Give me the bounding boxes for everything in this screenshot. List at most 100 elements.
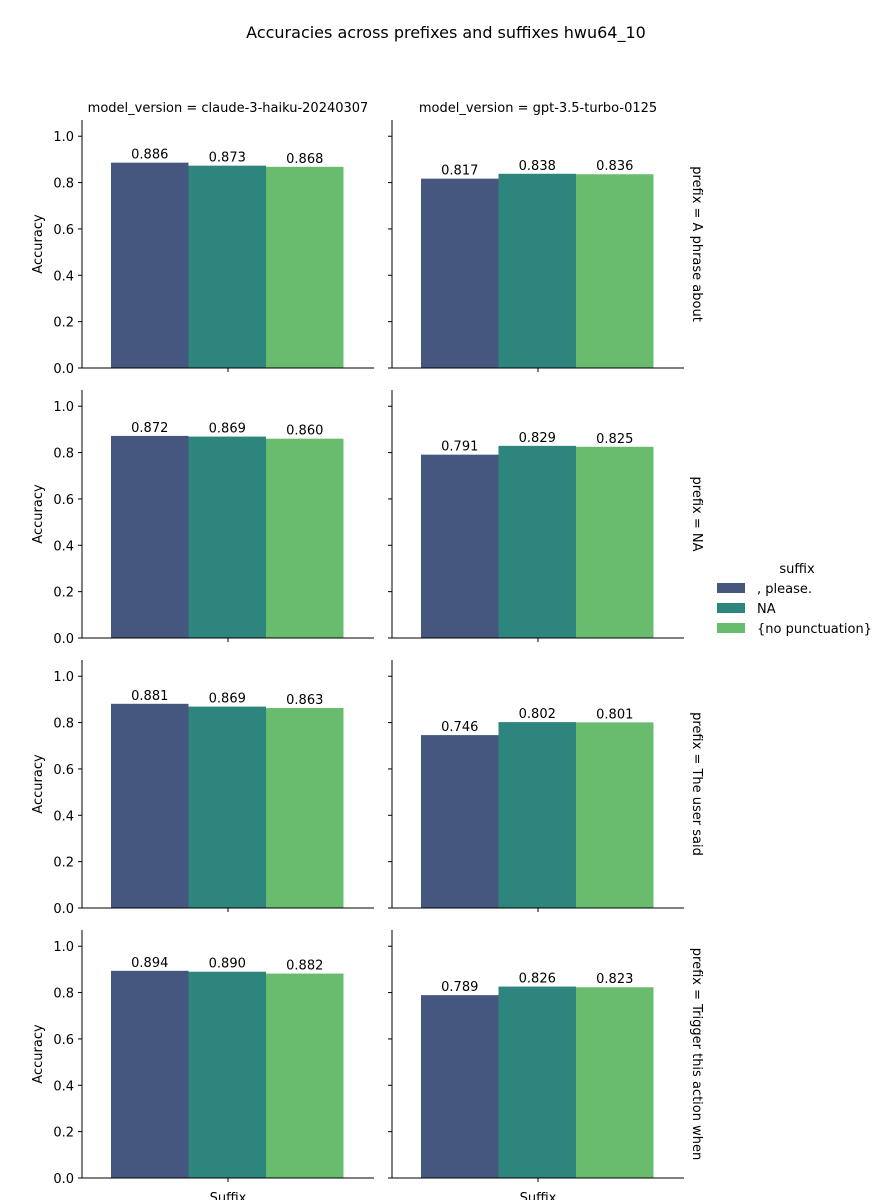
data-label: 0.746 [441,720,478,735]
legend-swatch [717,623,745,633]
bar [498,445,576,638]
bar [266,166,344,368]
data-label: 0.872 [131,421,168,436]
bar [188,165,266,368]
data-label: 0.886 [131,148,168,163]
bar [266,707,344,908]
y-tick-label: 1.0 [53,400,74,415]
y-tick-label: 0.4 [53,269,74,284]
y-tick-label: 0.0 [53,632,74,647]
y-tick-label: 0.2 [53,586,74,601]
data-label: 0.863 [286,693,323,708]
y-tick-label: 0.4 [53,1079,74,1094]
legend-item: NA [757,602,776,617]
y-tick-label: 0.6 [53,763,74,778]
data-label: 0.881 [131,689,168,704]
legend: suffix , please. NA {no punctuation} [717,562,872,637]
bar [188,706,266,908]
legend-item: , please. [757,582,812,597]
y-tick-label: 0.8 [53,447,74,462]
row-label: prefix = Trigger this action when [689,948,704,1160]
panel-r2-c0: 0.881 0.869 0.863 0.0 0.2 0.4 0.6 0.8 1.0 Accurac… [31,660,374,917]
chart-title: Accuracies across prefixes and suffixes … [246,23,646,43]
bar [576,446,654,638]
data-label: 0.890 [209,957,246,972]
legend-swatch [717,583,745,593]
bar [421,735,499,908]
bar [421,178,499,368]
panel-r1-c1: 0.791 0.829 0.825 prefix = NA [388,390,704,642]
panel-r2-c1: 0.746 0.802 0.801 prefix = The user said [388,660,704,912]
y-axis-label: Accuracy [31,1024,46,1084]
y-axis-label: Accuracy [31,754,46,814]
data-label: 0.873 [209,151,246,166]
bar [111,162,189,368]
y-axis-label: Accuracy [31,214,46,274]
y-tick-label: 0.8 [53,717,74,732]
data-label: 0.860 [286,424,323,439]
y-tick-label: 1.0 [53,130,74,145]
y-tick-label: 0.8 [53,177,74,192]
bar [111,703,189,908]
y-tick-label: 1.0 [53,940,74,955]
data-label: 0.823 [596,972,633,987]
data-label: 0.802 [519,707,556,722]
data-label: 0.801 [596,707,633,722]
y-tick-label: 0.6 [53,1033,74,1048]
data-label: 0.789 [441,980,478,995]
facet-grid: 0.886 0.873 0.868 0.0 0.2 0.4 0.6 0.8 1.0 model_v… [31,101,704,1200]
data-label: 0.817 [441,164,478,179]
bar [498,986,576,1178]
bar [111,435,189,638]
bar [188,971,266,1178]
data-label: 0.882 [286,959,323,974]
legend-item: {no punctuation} [757,622,872,637]
y-tick-label: 0.0 [53,1172,74,1187]
y-tick-label: 0.0 [53,902,74,917]
data-label: 0.836 [596,159,633,174]
column-label: model_version = gpt-3.5-turbo-0125 [419,101,657,116]
y-tick-label: 0.2 [53,316,74,331]
y-axis-label: Accuracy [31,484,46,544]
legend-title: suffix [779,562,815,577]
data-label: 0.869 [209,692,246,707]
data-label: 0.826 [519,972,556,987]
x-axis-label: Suffix [210,1191,247,1200]
panel-r0-c1: 0.817 0.838 0.836 model_version = gpt-3.5-t… [388,101,704,372]
bar [421,995,499,1178]
y-tick-label: 0.2 [53,856,74,871]
bar [498,173,576,368]
bar [498,722,576,908]
panel-r1-c0: 0.872 0.869 0.860 0.0 0.2 0.4 0.6 0.8 1.0 Accurac… [31,390,374,647]
panel-r3-c0: 0.894 0.890 0.882 0.0 0.2 0.4 0.6 0.8 1.0 Accurac… [31,930,374,1200]
bar [111,970,189,1178]
y-tick-label: 0.6 [53,493,74,508]
bar [421,454,499,638]
data-label: 0.829 [519,431,556,446]
bar [576,722,654,908]
y-tick-label: 0.6 [53,223,74,238]
data-label: 0.838 [519,159,556,174]
row-label: prefix = NA [689,477,704,552]
y-tick-label: 0.4 [53,809,74,824]
legend-swatch [717,603,745,613]
y-tick-label: 0.4 [53,539,74,554]
y-tick-label: 1.0 [53,670,74,685]
bar [576,174,654,368]
data-label: 0.825 [596,432,633,447]
data-label: 0.791 [441,440,478,455]
y-tick-label: 0.8 [53,987,74,1002]
bar [266,973,344,1178]
bar [576,987,654,1178]
data-label: 0.894 [131,956,168,971]
row-label: prefix = A phrase about [689,166,704,322]
x-axis-label: Suffix [520,1191,557,1200]
column-label: model_version = claude-3-haiku-20240307 [88,101,369,116]
y-tick-label: 0.0 [53,362,74,377]
bar [266,438,344,638]
bar [188,436,266,638]
data-label: 0.868 [286,152,323,167]
y-tick-label: 0.2 [53,1126,74,1141]
data-label: 0.869 [209,422,246,437]
